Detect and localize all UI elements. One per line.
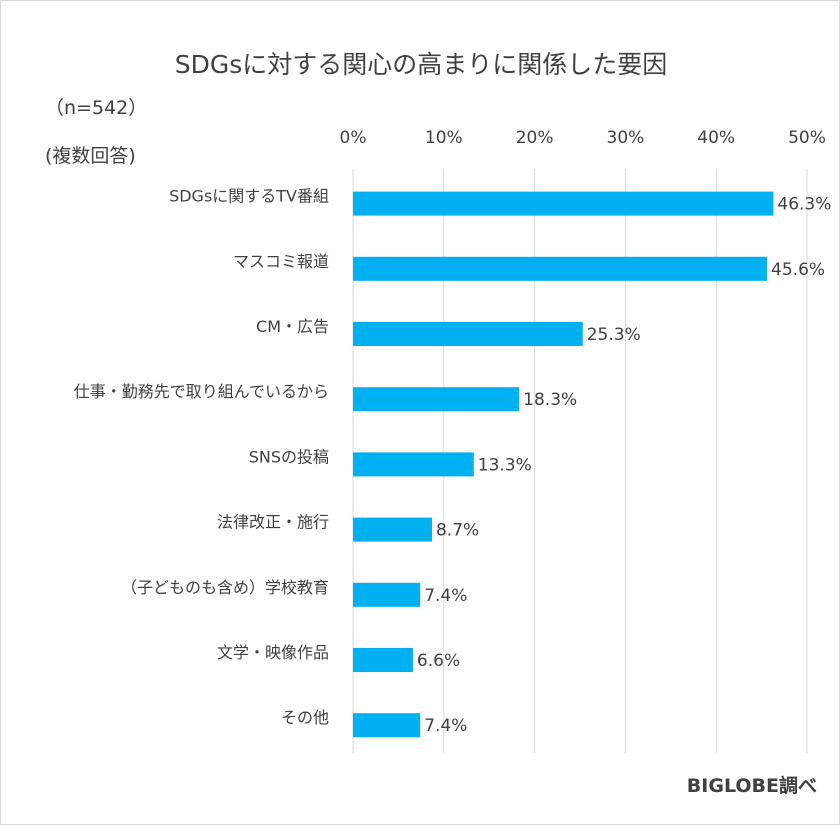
category-label: CM・広告 (256, 317, 329, 336)
multiple-answers-note: (複数回答) (45, 145, 136, 167)
x-tick-label: 0% (340, 128, 367, 148)
bar (353, 387, 520, 412)
x-tick-label: 40% (697, 128, 735, 148)
bar (353, 322, 583, 346)
bar (353, 713, 421, 738)
x-tick-label: 20% (516, 128, 554, 148)
category-label: 仕事・勤務先で取り組んでいるから (74, 382, 329, 401)
category-label: SNSの投稿 (249, 447, 329, 466)
data-label: 25.3% (587, 325, 641, 345)
data-label: 45.6% (771, 260, 825, 280)
category-label: その他 (281, 708, 329, 727)
data-label: 18.3% (523, 390, 577, 410)
category-label: マスコミ報道 (233, 252, 329, 271)
category-label: SDGsに関するTV番組 (169, 187, 329, 206)
x-tick-label: 10% (425, 128, 463, 148)
category-label: 法律改正・施行 (217, 513, 329, 532)
data-label: 8.7% (436, 521, 479, 541)
bar (353, 191, 774, 216)
bar (353, 648, 413, 672)
bar (353, 452, 474, 477)
data-label: 6.6% (417, 651, 460, 671)
source-credit: BIGLOBE調べ (686, 775, 817, 797)
bar (353, 256, 768, 281)
data-label: 7.4% (424, 716, 467, 736)
data-label: 13.3% (478, 455, 532, 475)
x-tick-label: 50% (788, 128, 826, 148)
bar (353, 582, 421, 607)
data-label: 46.3% (777, 195, 831, 215)
x-tick-label: 30% (607, 128, 645, 148)
bar (353, 517, 432, 542)
chart-title: SDGsに対する関心の高まりに関係した要因 (174, 50, 668, 79)
category-label: （子どものも含め）学校教育 (121, 578, 329, 597)
category-label: 文学・映像作品 (217, 643, 329, 662)
data-label: 7.4% (424, 586, 467, 606)
sample-size-note: （n=542） (45, 97, 148, 119)
